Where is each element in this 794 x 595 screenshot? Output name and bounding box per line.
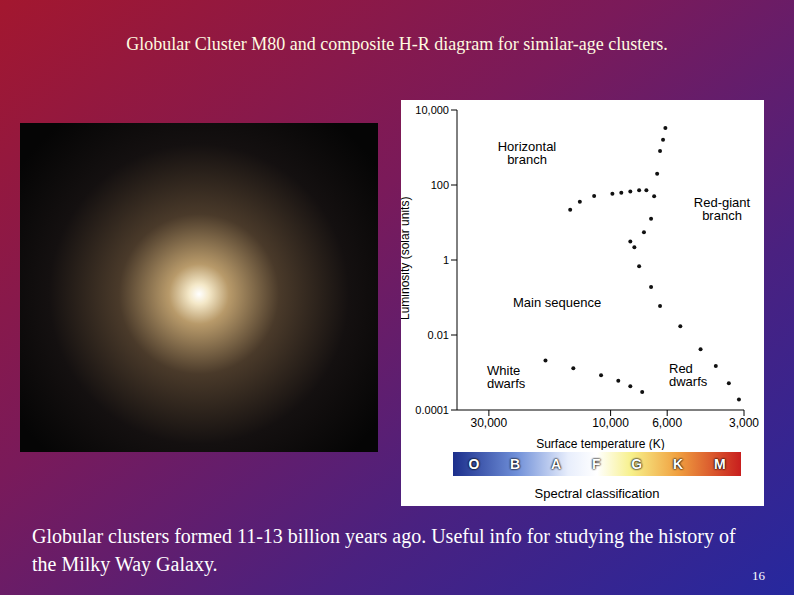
svg-text:3,000: 3,000: [729, 416, 759, 430]
html-text:Globular clusters formed 11-13: Globular clusters formed 11-13 billion y…: [32, 525, 736, 575]
svg-text:100: 100: [431, 179, 449, 191]
html-text:Spectral classification: Spectral classification: [534, 486, 660, 501]
svg-text:6,000: 6,000: [652, 416, 682, 430]
svg-text:0.01: 0.01: [428, 329, 449, 341]
svg-text:10,000: 10,000: [415, 104, 449, 116]
html-text:Horizontal branch: Horizontal branch: [497, 139, 557, 167]
html-text:M: M: [713, 456, 726, 472]
html-text:G: G: [631, 456, 643, 472]
svg-text:10,000: 10,000: [592, 416, 629, 430]
svg-text:Surface temperature (K): Surface temperature (K): [536, 437, 665, 450]
html-text:K: K: [673, 456, 684, 472]
html-text:F: F: [591, 456, 601, 472]
html-text:O: O: [468, 456, 480, 472]
html-text:B: B: [510, 456, 521, 472]
html-text:White dwarfs: White dwarfs: [487, 363, 526, 391]
html-text:A: A: [551, 456, 562, 472]
svg-text:1: 1: [443, 254, 449, 266]
html-text:16: 16: [752, 568, 765, 583]
html-text:Main sequence: Main sequence: [513, 295, 602, 310]
html-text:Red-giant branch: Red-giant branch: [693, 195, 751, 223]
svg-text:0.0001: 0.0001: [415, 404, 449, 416]
html-text:Globular Cluster M80 and compo: Globular Cluster M80 and composite H-R d…: [126, 34, 668, 54]
svg-text:30,000: 30,000: [471, 416, 508, 430]
html-text:Red dwarfs: Red dwarfs: [669, 361, 708, 389]
svg-text:Luminosity (solar units): Luminosity (solar units): [401, 197, 412, 320]
